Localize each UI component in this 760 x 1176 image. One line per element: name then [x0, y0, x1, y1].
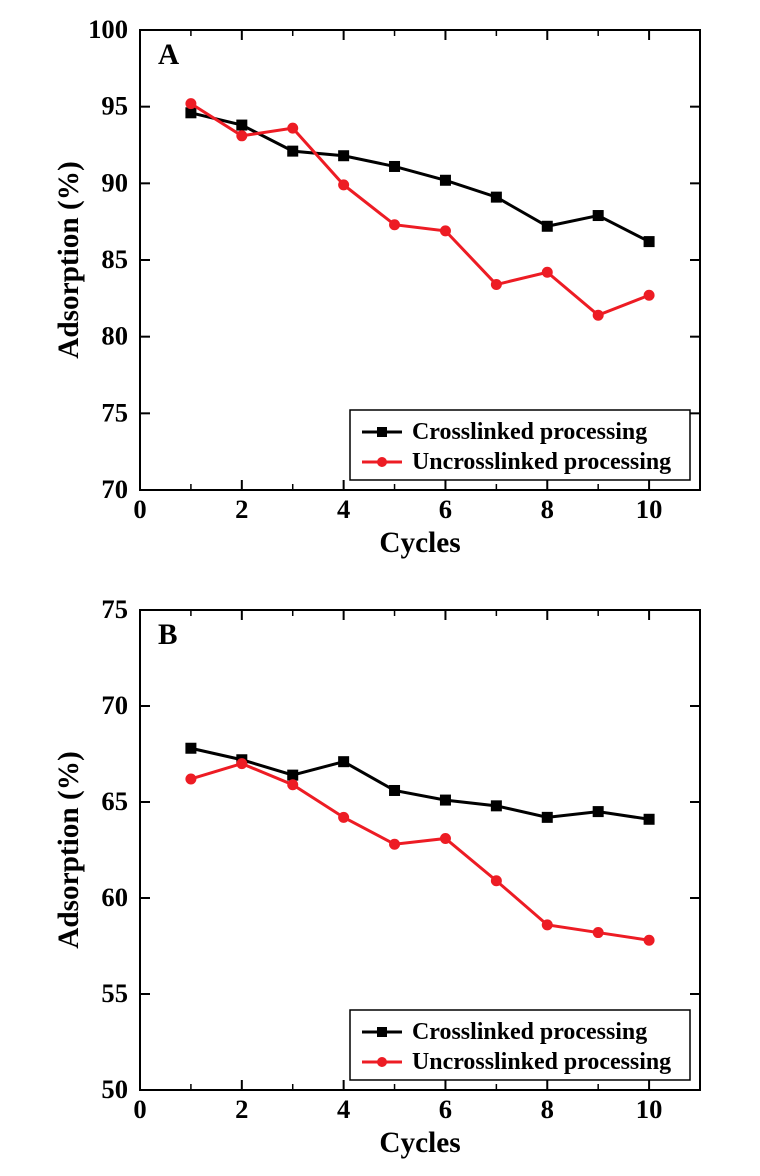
- chart-svg-b: 0 2 4 6 8 10 50 55 60 65 70 75 Cycles Adsorption (%) B…: [40, 590, 720, 1170]
- series-marker-uncrosslinked: [491, 280, 501, 290]
- series-marker-uncrosslinked: [440, 226, 450, 236]
- series-line-crosslinked: [191, 748, 649, 819]
- series-marker-uncrosslinked: [288, 123, 298, 133]
- panel-label: B: [158, 619, 178, 651]
- y-axis-title: Adsorption (%): [53, 751, 85, 948]
- series-marker-crosslinked: [542, 221, 552, 231]
- series-marker-uncrosslinked: [339, 812, 349, 822]
- series-marker-crosslinked: [644, 237, 654, 247]
- series-marker-crosslinked: [440, 795, 450, 805]
- y-tick-label: 75: [101, 397, 128, 427]
- y-tick-label: 85: [101, 244, 128, 274]
- legend-sample-marker: [377, 457, 387, 467]
- y-tick-label: 70: [101, 474, 128, 504]
- y-axis-title: Adsorption (%): [53, 161, 85, 358]
- y-tick-label: 80: [101, 321, 128, 351]
- x-tick-label: 4: [337, 494, 350, 524]
- legend-label-uncrosslinked: Uncrosslinked processing: [412, 1049, 671, 1075]
- series-marker-crosslinked: [440, 175, 450, 185]
- y-tick-label: 75: [101, 594, 128, 624]
- y-tick-label: 50: [101, 1074, 128, 1104]
- series-marker-crosslinked: [339, 757, 349, 767]
- x-tick-label: 2: [235, 1094, 248, 1124]
- y-tick-label: 55: [101, 978, 128, 1008]
- series-marker-crosslinked: [186, 743, 196, 753]
- x-tick-label: 2: [235, 494, 248, 524]
- series-marker-uncrosslinked: [593, 310, 603, 320]
- y-tick-label: 65: [101, 786, 128, 816]
- x-tick-label: 0: [133, 1094, 146, 1124]
- y-tick-label: 60: [101, 882, 128, 912]
- series-marker-uncrosslinked: [186, 99, 196, 109]
- x-tick-label: 8: [541, 494, 554, 524]
- x-tick-label: 10: [636, 494, 663, 524]
- x-tick-label: 10: [636, 1094, 663, 1124]
- series-marker-uncrosslinked: [593, 928, 603, 938]
- series-marker-crosslinked: [390, 161, 400, 171]
- legend-sample-marker: [377, 427, 387, 437]
- series-marker-crosslinked: [288, 770, 298, 780]
- series-marker-uncrosslinked: [491, 876, 501, 886]
- series-marker-crosslinked: [186, 108, 196, 118]
- series-marker-uncrosslinked: [542, 920, 552, 930]
- series-marker-crosslinked: [288, 146, 298, 156]
- chart-panel-b: 0 2 4 6 8 10 50 55 60 65 70 75 Cycles Adsorption (%) B…: [40, 590, 720, 1170]
- series-marker-crosslinked: [491, 192, 501, 202]
- x-axis-title: Cycles: [379, 527, 460, 559]
- series-marker-uncrosslinked: [237, 131, 247, 141]
- series-marker-crosslinked: [237, 120, 247, 130]
- series-marker-crosslinked: [491, 801, 501, 811]
- x-tick-label: 6: [439, 494, 452, 524]
- series-marker-uncrosslinked: [440, 833, 450, 843]
- series-marker-uncrosslinked: [644, 290, 654, 300]
- series-marker-uncrosslinked: [339, 180, 349, 190]
- x-axis-title: Cycles: [379, 1127, 460, 1159]
- series-marker-uncrosslinked: [237, 759, 247, 769]
- figure-page: 0246810707580859095100CyclesAdsorption (…: [0, 0, 760, 1176]
- x-tick-label: 6: [439, 1094, 452, 1124]
- chart-panel-a: 0 2 4 6 8 10 70 75 80 85 90 95 100 Cycles Adsorption (…: [40, 10, 720, 570]
- series-line-uncrosslinked: [191, 764, 649, 941]
- series-marker-uncrosslinked: [390, 220, 400, 230]
- series-marker-uncrosslinked: [288, 780, 298, 790]
- y-tick-label: 70: [101, 690, 128, 720]
- series-marker-crosslinked: [644, 814, 654, 824]
- x-tick-label: 0: [133, 494, 146, 524]
- x-tick-label: 8: [541, 1094, 554, 1124]
- series-marker-uncrosslinked: [186, 774, 196, 784]
- legend-sample-marker: [377, 1027, 387, 1037]
- panel-label: A: [158, 39, 179, 71]
- series-marker-uncrosslinked: [390, 839, 400, 849]
- legend-label-crosslinked: Crosslinked processing: [412, 1019, 647, 1045]
- x-tick-label: 4: [337, 1094, 350, 1124]
- legend-label-uncrosslinked: Uncrosslinked processing: [412, 449, 671, 475]
- y-tick-label: 90: [101, 167, 128, 197]
- series-marker-crosslinked: [593, 807, 603, 817]
- series-marker-crosslinked: [593, 211, 603, 221]
- legend-sample-marker: [377, 1057, 387, 1067]
- chart-svg-a: 0 2 4 6 8 10 70 75 80 85 90 95 100 Cycles Adsorption (…: [40, 10, 720, 570]
- legend-label-crosslinked: Crosslinked processing: [412, 419, 647, 445]
- series-marker-crosslinked: [390, 785, 400, 795]
- series-marker-uncrosslinked: [542, 267, 552, 277]
- series-marker-crosslinked: [339, 151, 349, 161]
- y-tick-label: 100: [88, 14, 128, 44]
- y-tick-label: 95: [101, 91, 128, 121]
- series-marker-crosslinked: [542, 812, 552, 822]
- series-marker-uncrosslinked: [644, 935, 654, 945]
